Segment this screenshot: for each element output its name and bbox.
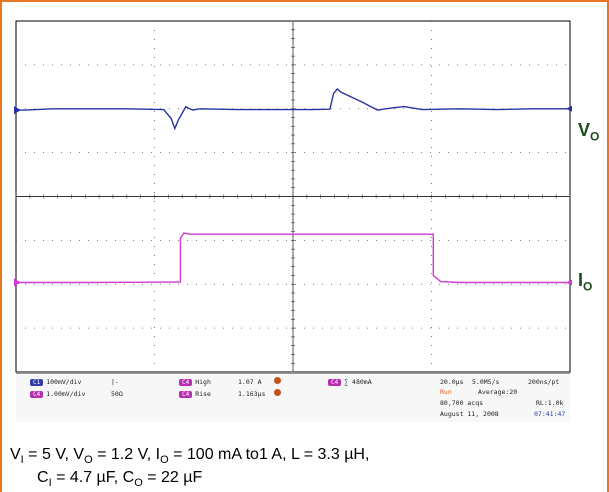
- meas2-value: 1.163µs: [238, 390, 266, 398]
- ch1-scale: 100mV/div: [46, 378, 82, 386]
- caption-co-value: = 22 µF: [142, 469, 203, 487]
- io-trace-label: IO: [578, 270, 592, 294]
- caption-io-value: = 100 mA to1 A, L = 3.3 µH,: [168, 446, 370, 463]
- record-length: RL:1.0k: [536, 399, 564, 407]
- io-label-sub: O: [583, 279, 593, 294]
- measurement-high: C4 High: [179, 378, 211, 386]
- io-label-main: I: [578, 270, 584, 290]
- ns-per-pt: 200ns/pt: [528, 378, 560, 386]
- meas1-name: High: [195, 378, 211, 386]
- ch4-scale: 1.00mV/div: [46, 390, 86, 398]
- caption-vi-sub: I: [20, 454, 24, 467]
- trace-io: [16, 232, 570, 284]
- caption-ci: C: [37, 469, 49, 487]
- ground-marker-io: [14, 278, 21, 287]
- meas1-value: 1.07 A: [238, 378, 262, 386]
- meas1-badge: C4: [179, 379, 193, 386]
- ch1-setting: C1 100mV/div: [30, 378, 81, 386]
- run-state: Run: [440, 388, 452, 396]
- ch1-badge: C1: [30, 379, 44, 386]
- acquisition-mode: Average:20: [478, 388, 518, 396]
- timebase: 20.0µs: [440, 378, 464, 386]
- trigger-badge: C4: [328, 379, 342, 386]
- grid-layer: [15, 20, 571, 373]
- trigger-setting: C4 ∑ 480mA: [328, 378, 372, 386]
- ch4-badge: C4: [30, 391, 44, 398]
- meas2-name: Rise: [195, 390, 211, 398]
- caption-io-sub: O: [160, 454, 169, 467]
- caption-line-2: CI = 4.7 µF, CO = 22 µF: [10, 469, 369, 492]
- vo-trace-label: VO: [578, 120, 599, 144]
- caption-vo-sub: O: [84, 454, 93, 467]
- test-conditions-caption: VI = 5 V, VO = 1.2 V, IO = 100 mA to1 A,…: [10, 446, 369, 492]
- time: 07:41:47: [534, 410, 566, 418]
- measurement-rise: C4 Rise: [179, 390, 211, 398]
- trace-vo: [16, 88, 570, 131]
- meas2-warning-icon: [274, 389, 281, 398]
- date: August 11, 2008: [440, 410, 499, 418]
- caption-vo-value: = 1.2 V, I: [92, 446, 161, 463]
- caption-vi: V: [10, 446, 21, 463]
- ground-marker-vo: [14, 106, 21, 115]
- ch4-setting: C4 1.00mV/div: [30, 390, 85, 398]
- caption-vi-value: = 5 V, V: [23, 446, 85, 463]
- meas2-badge: C4: [179, 391, 193, 398]
- acquisition-count: 80,700 acqs: [440, 399, 484, 407]
- meas1-warning-icon: [274, 377, 281, 386]
- caption-co-sub: O: [134, 477, 143, 490]
- scope-status-bar: C1 100mV/div |- C4 1.00mV/div 50Ω C4 High 1…: [16, 373, 570, 422]
- level-marker-io: [566, 279, 572, 286]
- trigger-level: ∑ 480mA: [344, 378, 372, 386]
- sample-rate: 5.0MS/s: [472, 378, 500, 386]
- ch4-impedance: 50Ω: [111, 390, 123, 398]
- vo-label-main: V: [578, 120, 591, 140]
- ch1-coupling: |-: [111, 378, 119, 386]
- caption-line-1: VI = 5 V, VO = 1.2 V, IO = 100 mA to1 A,…: [10, 446, 369, 469]
- vo-label-sub: O: [590, 129, 600, 144]
- traces-layer: [16, 88, 570, 284]
- caption-ci-sub: I: [48, 477, 52, 490]
- caption-ci-value: = 4.7 µF, C: [51, 469, 135, 487]
- level-marker-vo: [566, 105, 572, 112]
- ground-markers: [14, 105, 572, 287]
